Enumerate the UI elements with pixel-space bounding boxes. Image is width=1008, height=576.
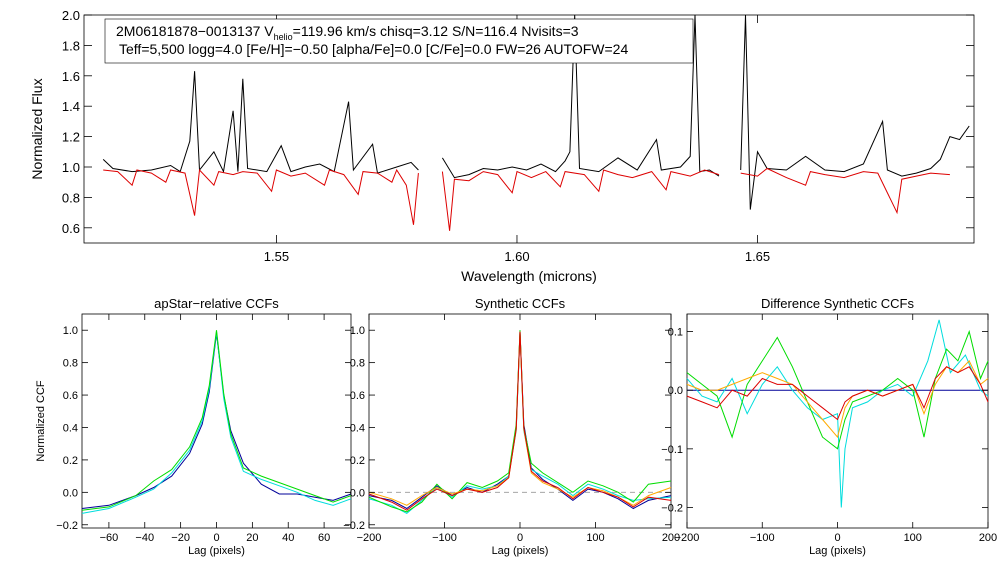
x-tick-label: 0 xyxy=(834,532,840,544)
x-tick-label: −100 xyxy=(750,532,775,544)
series-combined xyxy=(368,331,672,510)
plot-frame xyxy=(83,14,975,244)
y-tick-label: 0.0 xyxy=(668,385,683,397)
series-visit-4 xyxy=(368,331,672,511)
y-tick-label: 0.6 xyxy=(62,221,80,236)
x-tick-label: −200 xyxy=(675,532,700,544)
x-axis-title: Wavelength (microns) xyxy=(461,268,597,284)
x-tick-label: −40 xyxy=(135,532,154,544)
difference-ccf-plot: −200 −100 0 100 200 −0.2 −0.1 0.0 0.1 Lag (pixels… xyxy=(661,296,997,557)
panel-title: Synthetic CCFs xyxy=(475,296,566,311)
series-visit-2 xyxy=(368,330,672,513)
y-tick-label: 0.2 xyxy=(350,455,365,467)
x-tick-label: 1.55 xyxy=(264,249,289,264)
x-tick-label: 0 xyxy=(517,532,523,544)
y-tick-label: 1.4 xyxy=(62,99,80,114)
x-tick-label: 200 xyxy=(662,532,680,544)
y-axis-title: Normalized CCF xyxy=(35,380,47,462)
x-tick-label: 200 xyxy=(979,532,997,544)
x-axis-title: Lag (pixels) xyxy=(188,545,245,557)
x-tick-label: 100 xyxy=(904,532,922,544)
y-tick-label: −0.2 xyxy=(661,502,683,514)
apstar-ccf-plot: −60 −40 −20 0 20 40 60 −0.2 0.0 0.2 0.4 0.6 0.8 1.0 La… xyxy=(35,296,352,557)
x-tick-label: −60 xyxy=(100,532,119,544)
x-tick-label: 60 xyxy=(318,532,330,544)
series-visit-2 xyxy=(81,330,352,511)
y-tick-label: 0.8 xyxy=(350,358,365,370)
x-axis-title: Lag (pixels) xyxy=(809,545,866,557)
annotation-line1-pre: 2M06181878−0013137 V xyxy=(116,23,274,39)
series-model xyxy=(103,168,419,225)
series-observed xyxy=(102,71,419,174)
y-tick-label: −0.1 xyxy=(661,444,683,456)
series-visit-1 xyxy=(81,331,352,514)
x-tick-label: 0 xyxy=(213,532,219,544)
x-tick-label: 100 xyxy=(586,532,604,544)
synthetic-ccf-plot: −200 −100 0 100 200 −0.2 0.0 0.2 0.4 0.6 0.8 1.0 Lag… xyxy=(343,296,680,557)
series-observed xyxy=(441,14,720,179)
series-model xyxy=(441,169,720,231)
y-tick-label: 1.8 xyxy=(62,38,80,53)
series-visit-1 xyxy=(686,319,989,508)
y-tick-label: 1.2 xyxy=(62,130,80,145)
annotation-box xyxy=(104,18,694,64)
x-tick-label: 20 xyxy=(246,532,258,544)
series-observed xyxy=(740,14,970,210)
x-tick-label: 40 xyxy=(282,532,294,544)
y-tick-label: 0.1 xyxy=(668,327,683,339)
annotation-line1: 2M06181878−0013137 Vhelio=119.96 km/s ch… xyxy=(116,23,579,42)
y-tick-label: 0.8 xyxy=(62,190,80,205)
spectrum-plot: 1.55 1.60 1.65 0.6 0.8 1.0 1.2 1.4 1.6 1.8 2.0 Wave… xyxy=(29,8,975,284)
y-tick-label: 0.6 xyxy=(63,390,78,402)
y-tick-label: 0.4 xyxy=(350,422,365,434)
series-visit-2 xyxy=(686,329,989,450)
panel-title: apStar−relative CCFs xyxy=(154,296,279,311)
panel-title: Difference Synthetic CCFs xyxy=(761,296,914,311)
y-tick-label: 0.6 xyxy=(350,390,365,402)
y-tick-label: 2.0 xyxy=(62,8,80,23)
x-tick-label: −20 xyxy=(171,532,190,544)
y-tick-label: 0.4 xyxy=(63,422,78,434)
series-visit-1 xyxy=(368,333,672,515)
series-visit-3 xyxy=(368,331,672,506)
spectrum-annotation: 2M06181878−0013137 Vhelio=119.96 km/s ch… xyxy=(104,18,694,64)
y-tick-label: 1.0 xyxy=(350,325,365,337)
y-axis-title: Normalized Flux xyxy=(29,78,45,179)
series-model xyxy=(740,167,950,215)
x-tick-label: 1.65 xyxy=(745,249,770,264)
y-tick-label: 0.0 xyxy=(63,487,78,499)
y-tick-label: 1.6 xyxy=(62,69,80,84)
y-tick-label: 0.2 xyxy=(63,455,78,467)
y-tick-label: 0.8 xyxy=(63,358,78,370)
x-tick-label: −100 xyxy=(432,532,457,544)
series-visit-4 xyxy=(686,366,989,421)
series-combined xyxy=(81,333,352,509)
y-tick-label: −0.2 xyxy=(56,520,78,532)
y-tick-label: 0.0 xyxy=(350,487,365,499)
annotation-line1-post: =119.96 km/s chisq=3.12 S/N=116.4 Nvisit… xyxy=(293,23,579,39)
x-tick-label: 1.60 xyxy=(504,249,529,264)
x-axis-title: Lag (pixels) xyxy=(492,545,549,557)
annotation-line2: Teff=5,500 logg=4.0 [Fe/H]=−0.50 [alpha/… xyxy=(119,41,628,57)
annotation-line1-sub: helio xyxy=(274,32,293,42)
x-tick-label: −200 xyxy=(357,532,382,544)
y-tick-label: −0.2 xyxy=(343,520,365,532)
y-tick-label: 1.0 xyxy=(62,160,80,175)
y-tick-label: 1.0 xyxy=(63,325,78,337)
